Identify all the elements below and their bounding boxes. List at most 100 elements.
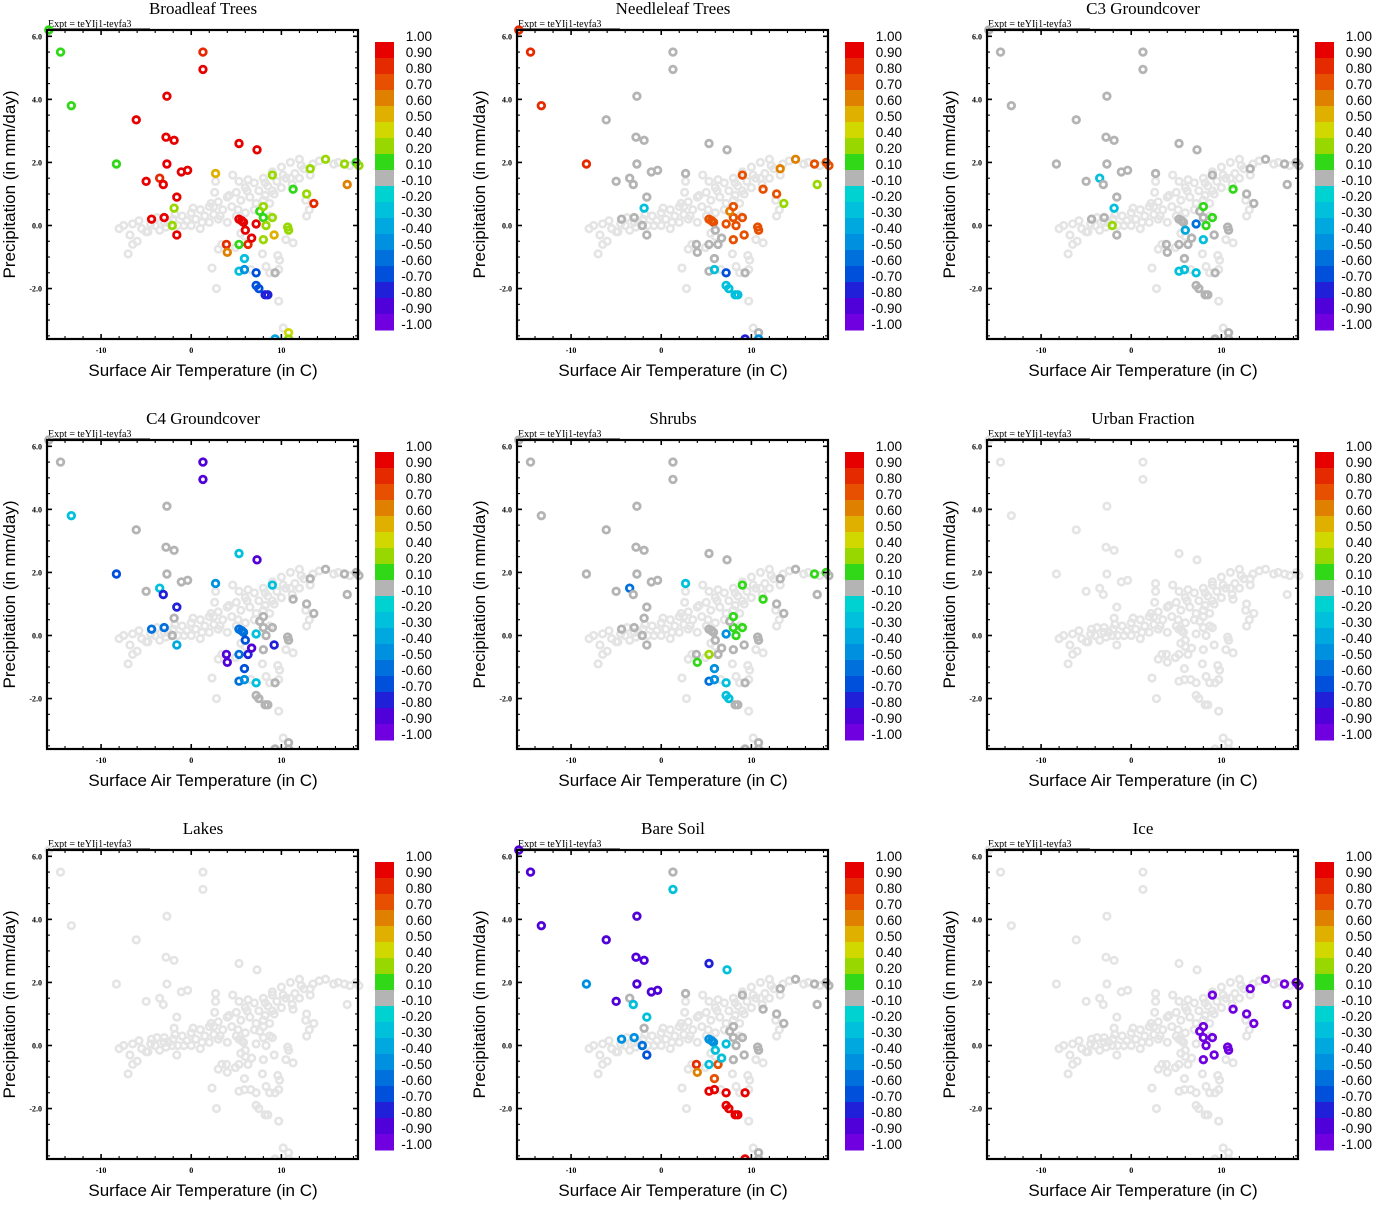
y-tick-label: 0.0	[502, 1041, 512, 1050]
scatter-point-background	[1269, 569, 1279, 579]
colorbar-swatch	[375, 532, 394, 549]
scatter-point	[1279, 159, 1290, 169]
scatter-point-background	[1228, 1058, 1238, 1068]
scatter-point-background	[595, 230, 605, 240]
scatter-point-background	[231, 597, 241, 607]
colorbar-swatch	[375, 170, 394, 187]
scatter-point	[728, 1054, 739, 1065]
colorbar-swatch	[375, 942, 394, 959]
scatter-point-background	[1135, 634, 1145, 644]
expt-label: Expt = teYIj1-teyfa3	[988, 839, 1071, 850]
scatter-point-background	[258, 1015, 268, 1025]
scatter-point-background	[694, 1010, 704, 1021]
scatter-point	[668, 47, 678, 57]
y-tick-label: 6.0	[32, 852, 42, 861]
points-layer	[984, 435, 1304, 750]
scatter-point-background	[285, 567, 295, 578]
scatter-point-background	[1212, 586, 1222, 596]
scatter-point	[721, 678, 731, 688]
scatter-point	[728, 611, 739, 622]
scatter-point-background	[123, 659, 133, 669]
colorbar-swatch	[1315, 708, 1334, 725]
scatter-point	[731, 1040, 741, 1051]
scatter-point-background	[744, 296, 754, 306]
scatter-point-background	[134, 626, 144, 636]
y-tick-label: -2.0	[29, 695, 42, 704]
scatter-point-background	[1214, 255, 1225, 265]
scatter-point-background	[589, 220, 599, 231]
scatter-point	[737, 1032, 748, 1043]
colorbar: 1.000.900.800.700.600.500.400.200.10-0.1…	[845, 29, 902, 332]
scatter-point-background	[1198, 605, 1208, 615]
colorbar-swatch	[375, 878, 394, 895]
scatter-point-background	[125, 230, 135, 240]
colorbar-label: -0.10	[1341, 583, 1372, 598]
scatter-point-background	[742, 586, 752, 596]
scatter-point-background	[276, 162, 286, 172]
colorbar-swatch	[375, 314, 394, 331]
scatter-point-background	[1123, 575, 1133, 585]
colorbar-label: 0.80	[1346, 881, 1372, 896]
scatter-point-background	[656, 220, 666, 231]
colorbar-swatch	[375, 58, 394, 75]
scatter-point-background	[665, 224, 675, 234]
scatter-point-background	[1149, 1021, 1159, 1032]
scatter-point-background	[1128, 1023, 1138, 1033]
scatter-point-background	[748, 733, 758, 743]
scatter-point	[611, 996, 621, 1007]
scatter-point-background	[242, 596, 252, 606]
colorbar-swatch	[1315, 58, 1334, 75]
scatter-point	[339, 569, 350, 579]
scatter-point	[182, 165, 193, 176]
colorbar-swatch	[375, 90, 394, 107]
colorbar-label: -0.10	[871, 173, 902, 188]
scatter-point-background	[1063, 659, 1073, 669]
scatter-point-background	[1242, 211, 1252, 221]
colorbar-label: 0.10	[876, 977, 902, 992]
scatter-point-background	[210, 1007, 220, 1017]
scatter-point	[790, 154, 801, 164]
x-tick-label: -10	[96, 756, 107, 765]
scatter-point-background	[1102, 911, 1112, 921]
scatter-point	[632, 91, 642, 101]
scatter-point-background	[1153, 1034, 1163, 1044]
scatter-point-background	[1212, 176, 1222, 186]
scatter-point-background	[1065, 640, 1075, 650]
x-axis-label: Surface Air Temperature (in C)	[558, 361, 787, 380]
scatter-point-background	[701, 597, 711, 607]
scatter-point-background	[213, 624, 223, 634]
scatter-point	[1228, 1004, 1238, 1014]
scatter-point-background	[658, 1023, 668, 1033]
colorbar-label: 0.50	[1346, 519, 1372, 534]
scatter-point-background	[731, 671, 741, 682]
panel-title: Ice	[1133, 819, 1154, 838]
scatter-point	[731, 220, 741, 231]
scatter-point-background	[1102, 569, 1112, 579]
scatter-point	[611, 586, 621, 597]
panel-svg: Bare Soil Expt = teYIj1-teyfa3 -10 0 10 -2.0 0…	[470, 819, 902, 1200]
colorbar-swatch	[845, 122, 864, 139]
scatter-point	[131, 525, 141, 535]
scatter-point	[1282, 999, 1292, 1010]
points-layer	[44, 25, 364, 340]
scatter-point-background	[656, 1040, 666, 1051]
scatter-point	[240, 225, 251, 235]
scatter-point-background	[1059, 1040, 1069, 1051]
plot-frame	[45, 28, 360, 341]
scatter-point-background	[687, 239, 697, 250]
x-tick-label: -10	[1036, 346, 1047, 355]
scatter-point-background	[1201, 261, 1211, 272]
colorbar-swatch	[1315, 250, 1334, 267]
scatter-point	[709, 1073, 720, 1084]
scatter-point-background	[260, 588, 270, 598]
colorbar-label: 0.40	[1346, 945, 1372, 960]
points-layer	[984, 845, 1304, 1160]
scatter-point	[708, 217, 719, 228]
scatter-point	[739, 640, 749, 650]
scatter-point	[251, 219, 261, 229]
scatter-point-background	[276, 1003, 286, 1013]
scatter-point	[252, 555, 262, 565]
colorbar: 1.000.900.800.700.600.500.400.200.10-0.1…	[375, 439, 432, 742]
scatter-point-background	[207, 263, 217, 273]
colorbar-label: 0.10	[876, 157, 902, 172]
